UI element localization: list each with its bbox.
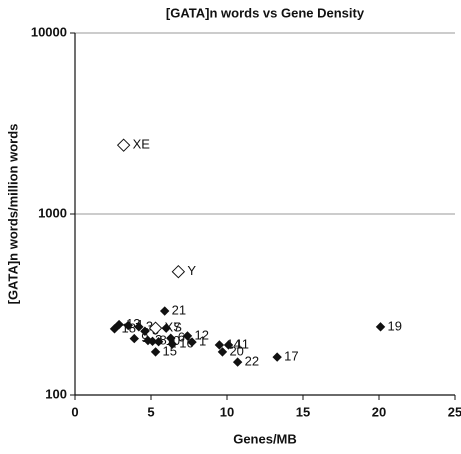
x-tick-label: 15: [296, 404, 310, 419]
point: [147, 336, 158, 347]
chart-title: [GATA]n words vs Gene Density: [166, 5, 365, 20]
point-label: 17: [284, 349, 298, 364]
point: [123, 320, 133, 331]
point-label: 22: [245, 354, 259, 369]
point-label: 7: [173, 320, 180, 335]
point: [214, 340, 225, 350]
x-tick-label: 0: [71, 404, 78, 419]
point: [375, 322, 386, 332]
point: [114, 319, 124, 330]
x-tick-label: 25: [448, 404, 461, 419]
point: [148, 321, 163, 335]
point-label: 1: [199, 334, 206, 349]
point: [116, 138, 131, 152]
point-label: 20: [229, 343, 243, 358]
point-label: XE: [133, 137, 151, 152]
point: [159, 306, 170, 316]
point: [171, 264, 186, 279]
point: [129, 333, 139, 344]
point: [217, 347, 228, 357]
point: [140, 326, 150, 336]
point: [187, 337, 197, 347]
point: [153, 336, 164, 347]
point-label: 9: [141, 330, 148, 345]
point-label: Y: [187, 263, 196, 278]
x-tick-label: 20: [372, 404, 386, 419]
point-label: 19: [388, 318, 402, 333]
x-tick-label: 5: [147, 404, 154, 419]
point: [167, 339, 177, 349]
point: [182, 331, 193, 341]
point-label: 6: [178, 330, 185, 345]
point: [223, 340, 234, 350]
point: [134, 322, 144, 332]
point-label: 3: [146, 318, 153, 333]
point: [109, 324, 120, 334]
x-tick-label: 10: [220, 404, 234, 419]
y-tick-label: 10000: [31, 24, 67, 39]
point-label: 8: [160, 333, 167, 348]
point: [150, 347, 161, 357]
point: [272, 352, 282, 362]
y-tick-label: 100: [45, 386, 67, 401]
y-axis-label: [GATA]n words/million words: [5, 124, 20, 305]
y-tick-label: 1000: [38, 205, 67, 220]
point-label: XS: [165, 320, 183, 335]
point: [161, 323, 171, 333]
point-label: 11: [236, 336, 250, 351]
point-label: 12: [194, 327, 208, 342]
point-label: 21: [172, 302, 186, 317]
x-axis-label: Genes/MB: [233, 431, 297, 446]
point: [232, 357, 243, 367]
